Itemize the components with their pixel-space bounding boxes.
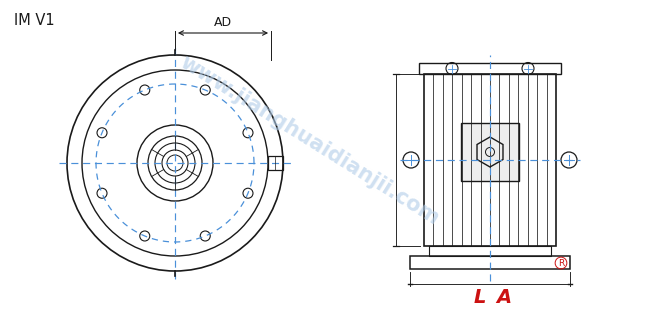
Bar (424, 74, 556, 246)
Bar (429, 246, 551, 256)
Bar (461, 123, 519, 181)
Text: L: L (474, 288, 486, 307)
Text: R: R (558, 259, 564, 267)
Text: www.jianghuaidianjii.com: www.jianghuaidianjii.com (177, 52, 443, 228)
Text: A: A (497, 288, 512, 307)
Text: IM V1: IM V1 (14, 13, 55, 28)
Text: AD: AD (214, 16, 232, 29)
Bar (410, 256, 570, 269)
Bar (419, 63, 561, 74)
